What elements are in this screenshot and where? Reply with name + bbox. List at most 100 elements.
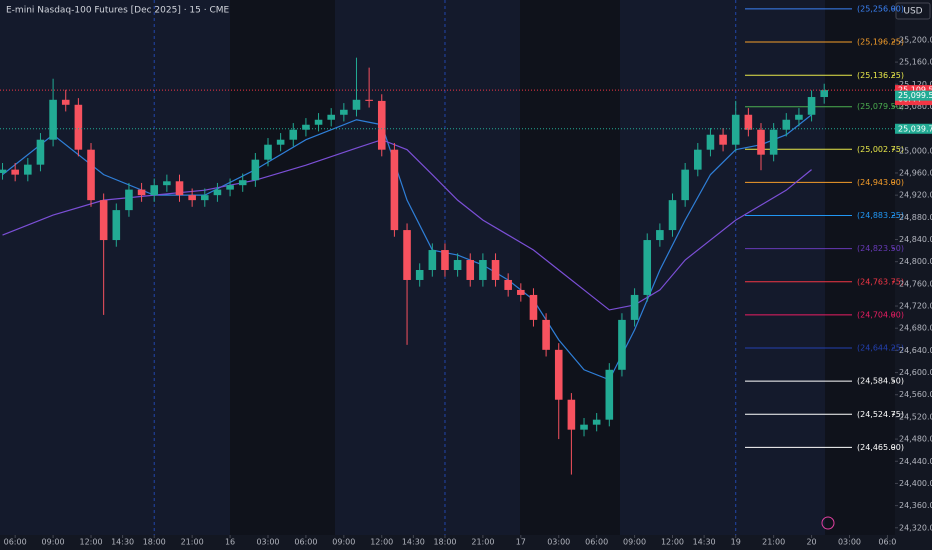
level-label: (24,943.00)	[857, 178, 904, 187]
x-tick-label: 14:30	[111, 538, 134, 547]
candle-body	[314, 119, 323, 125]
candle-body	[618, 319, 626, 370]
x-tick-label: 21:00	[181, 538, 204, 547]
candle-body	[213, 189, 222, 196]
off-session	[825, 0, 895, 535]
candle-body	[150, 185, 159, 196]
y-tick-label: 25,000.00	[899, 146, 932, 155]
candle-body	[668, 200, 677, 231]
candle-body	[390, 149, 399, 231]
time-axis	[0, 535, 932, 550]
y-tick-label: 24,320.00	[899, 523, 932, 532]
currency[interactable]: USD	[903, 7, 922, 17]
x-tick-label: 20	[806, 538, 816, 547]
x-tick-label: 12:00	[370, 538, 393, 547]
x-tick-label: 06:00	[585, 538, 608, 547]
candle-body	[377, 100, 386, 150]
x-tick-label: 03:00	[256, 538, 279, 547]
level-label: (24,644.25)	[857, 344, 904, 353]
level-label: (24,465.00)	[857, 443, 904, 452]
y-tick-label: 24,840.00	[899, 235, 932, 244]
candle-body	[681, 169, 689, 201]
candle-body	[200, 195, 209, 201]
candle-body	[554, 349, 563, 400]
y-tick-label: 24,960.00	[899, 168, 932, 177]
candle-body	[706, 134, 715, 150]
candle-body	[731, 114, 740, 145]
candle-body	[365, 99, 373, 101]
candle-body	[479, 260, 487, 280]
y-tick-label: 24,720.00	[899, 302, 932, 311]
candle-body	[175, 181, 184, 196]
level-label: (25,256.00)	[857, 4, 904, 13]
candle-body	[744, 114, 753, 130]
y-tick-label: 24,640.00	[899, 346, 932, 355]
candle-body	[567, 399, 576, 430]
y-tick-label: 24,560.00	[899, 390, 932, 399]
candle-body	[656, 230, 664, 241]
y-tick-label: 24,760.00	[899, 279, 932, 288]
y-tick-label: 24,360.00	[899, 501, 932, 510]
level-label: (25,002.75)	[857, 145, 904, 154]
level-label: (25,196.25)	[857, 37, 904, 46]
level-label: (24,584.50)	[857, 377, 904, 386]
y-tick-label: 24,480.00	[899, 435, 932, 444]
candle-body	[820, 90, 829, 98]
off-session	[520, 0, 620, 535]
candle-body	[694, 149, 702, 170]
candle-body	[542, 319, 550, 350]
level-label: (24,704.00)	[857, 310, 904, 319]
candle-body	[251, 159, 260, 181]
level-label: (25,136.25)	[857, 71, 904, 80]
plot: (25,256.00) (25,196.25) (25,136.25) (25,079…	[0, 0, 904, 538]
candle-body	[340, 109, 348, 115]
x-tick-label: 06:00	[294, 538, 317, 547]
candle-body	[188, 195, 196, 201]
y-tick-label: 24,400.00	[899, 479, 932, 488]
candle-body	[719, 134, 727, 145]
candle-body	[630, 294, 639, 320]
event-icon[interactable]	[821, 516, 835, 530]
x-tick-label: 18:00	[433, 538, 456, 547]
candle-body	[276, 139, 285, 145]
x-tick-label: 03:00	[838, 538, 861, 547]
candle-body	[769, 129, 778, 155]
candle-body	[0, 169, 7, 173]
y-tick-label: 25,080.00	[899, 102, 932, 111]
candle-body	[757, 129, 765, 155]
level-label: (25,079.50)	[857, 102, 904, 111]
y-tick-label: 24,920.00	[899, 191, 932, 200]
candle-body	[592, 419, 601, 425]
y-tick-label: 24,800.00	[899, 257, 932, 266]
level-label: (24,524.75)	[857, 410, 904, 419]
candle-body	[504, 279, 512, 290]
candle-body	[580, 424, 588, 430]
candle-body	[137, 189, 146, 196]
y-tick-label: 24,880.00	[899, 213, 932, 222]
candle-body	[782, 119, 791, 130]
candle-body	[226, 185, 234, 190]
x-tick-label: 19	[731, 538, 741, 547]
candle-body	[11, 169, 19, 175]
x-tick-label: 21:00	[762, 538, 785, 547]
x-tick-label: 14:30	[693, 538, 716, 547]
x-tick-label: 12:00	[79, 538, 102, 547]
candle-body	[415, 269, 424, 280]
price-tag-label: 25,099.50	[898, 91, 932, 100]
y-tick-label: 24,680.00	[899, 324, 932, 333]
currency-box[interactable]	[895, 2, 931, 20]
y-tick-label: 24,520.00	[899, 412, 932, 421]
candle-body	[238, 180, 247, 186]
candle-body	[163, 181, 171, 186]
candle-body	[49, 99, 57, 140]
candle-body	[87, 149, 95, 201]
off-session	[230, 0, 335, 535]
x-tick-label: 18:00	[143, 538, 166, 547]
candle-body	[453, 260, 462, 270]
candle-body	[529, 294, 538, 320]
candle-body	[403, 230, 411, 280]
y-tick-label: 25,200.00	[899, 35, 932, 44]
